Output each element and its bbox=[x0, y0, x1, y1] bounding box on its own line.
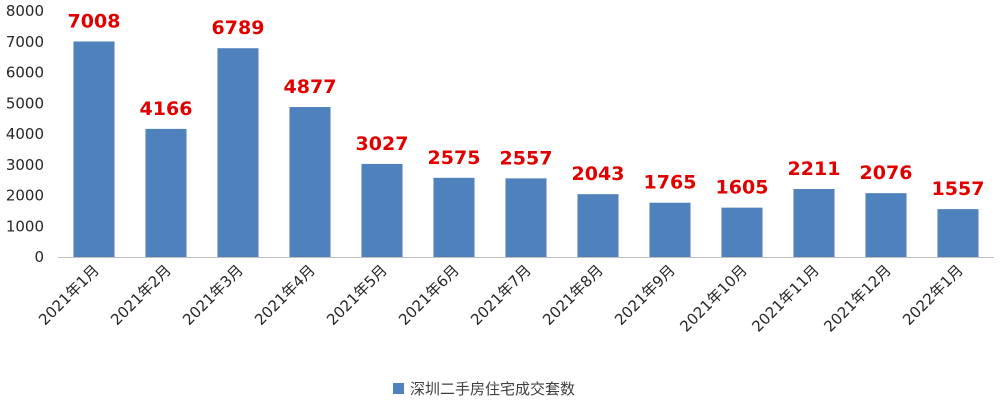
x-category-label: 2021年3月 bbox=[179, 261, 247, 329]
x-category-label: 2021年4月 bbox=[251, 261, 319, 329]
legend-swatch bbox=[393, 383, 404, 394]
data-label: 4877 bbox=[284, 76, 337, 98]
y-tick-label: 0 bbox=[34, 248, 44, 266]
bar bbox=[289, 107, 331, 257]
data-label: 1605 bbox=[716, 177, 769, 199]
data-label: 1557 bbox=[932, 178, 985, 200]
data-label: 6789 bbox=[212, 17, 265, 39]
data-label: 2043 bbox=[572, 163, 625, 185]
y-tick-label: 7000 bbox=[6, 33, 44, 51]
data-label: 2211 bbox=[788, 158, 841, 180]
x-category-label: 2021年8月 bbox=[539, 261, 607, 329]
data-label: 3027 bbox=[356, 133, 409, 155]
bar bbox=[937, 209, 979, 257]
y-tick-label: 3000 bbox=[6, 156, 44, 174]
x-category-label: 2021年6月 bbox=[395, 261, 463, 329]
data-label: 7008 bbox=[68, 11, 121, 33]
data-label: 1765 bbox=[644, 172, 697, 194]
bar bbox=[73, 41, 115, 258]
x-category-label: 2021年9月 bbox=[611, 261, 679, 329]
x-axis-category-labels: 2021年1月 2021年2月 2021年3月 2021年4月 2021年5月 2021年… bbox=[35, 261, 967, 335]
y-tick-label: 1000 bbox=[6, 217, 44, 235]
bar bbox=[433, 177, 475, 257]
y-tick-label: 2000 bbox=[6, 187, 44, 205]
bar bbox=[577, 194, 619, 257]
x-category-label: 2021年11月 bbox=[748, 261, 822, 335]
bar bbox=[145, 128, 187, 257]
y-tick-label: 8000 bbox=[6, 2, 44, 20]
data-label: 2575 bbox=[428, 147, 481, 169]
bar bbox=[649, 202, 691, 257]
bar bbox=[793, 189, 835, 257]
x-category-label: 2021年5月 bbox=[323, 261, 391, 329]
y-tick-label: 5000 bbox=[6, 94, 44, 112]
x-category-label: 2021年10月 bbox=[676, 261, 750, 335]
bar bbox=[361, 163, 403, 257]
x-category-label: 2021年12月 bbox=[820, 261, 894, 335]
data-labels-group: 7008 4166 6789 4877 3027 2575 2557 2043 1765 1605… bbox=[68, 11, 985, 201]
legend: 深圳二手房住宅成交套数 bbox=[393, 380, 575, 398]
y-tick-label: 4000 bbox=[6, 125, 44, 143]
data-label: 4166 bbox=[140, 98, 193, 120]
y-tick-label: 6000 bbox=[6, 64, 44, 82]
bars-group bbox=[73, 41, 979, 258]
bar bbox=[217, 48, 259, 257]
x-category-label: 2021年1月 bbox=[35, 261, 103, 329]
data-label: 2557 bbox=[500, 147, 553, 169]
bar bbox=[505, 178, 547, 257]
x-category-label: 2021年7月 bbox=[467, 261, 535, 329]
bar bbox=[865, 193, 907, 257]
data-label: 2076 bbox=[860, 162, 913, 184]
x-category-label: 2021年2月 bbox=[107, 261, 175, 329]
bar bbox=[721, 207, 763, 257]
legend-label: 深圳二手房住宅成交套数 bbox=[410, 380, 575, 398]
x-category-label: 2022年1月 bbox=[899, 261, 967, 329]
y-axis-tick-labels: 0 1000 2000 3000 4000 5000 6000 7000 8000 bbox=[6, 2, 44, 266]
